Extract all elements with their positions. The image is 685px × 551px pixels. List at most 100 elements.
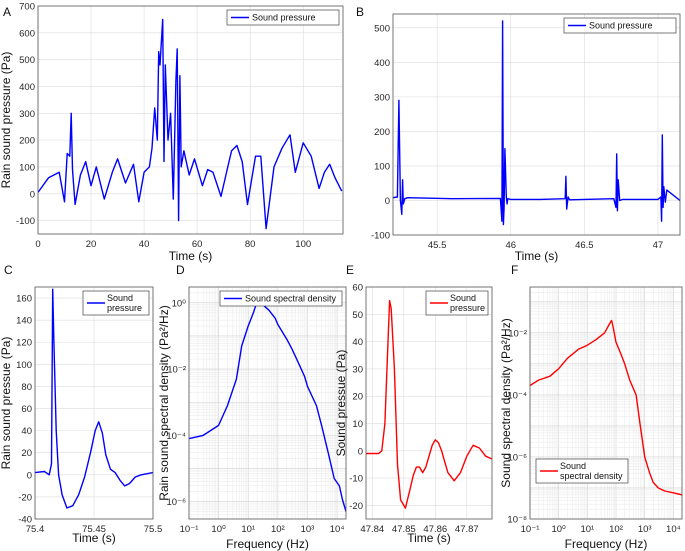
y-tick-label: 200 [374,127,390,138]
legend: Sound pressure [82,290,150,316]
x-tick-label: 75.45 [82,524,106,535]
x-tick-label: 10⁻¹ [521,524,540,535]
y-tick-label: 500 [374,23,390,34]
y-tick-label: 0 [27,470,32,481]
axes-frame [37,5,344,235]
x-tick-label: 47.84 [360,524,384,535]
x-tick-label: 46.5 [575,240,594,251]
grid [529,287,683,520]
x-tick-label: 0 [35,239,40,250]
axes-frame [529,286,683,520]
y-axis-label: Rain sound spectral density (Pa²/Hz) [157,305,171,500]
panel-label: C [4,263,13,277]
y-tick-label: 60 [352,283,363,294]
x-tick-label: 75.5 [144,524,163,535]
x-axis-label: Time (s) [169,249,213,263]
y-tick-label: -20 [18,492,32,503]
y-tick-label: 10 [352,419,363,430]
x-tick-label: 60 [192,239,203,250]
y-axis-label: Sound pressue (Pa) [334,350,348,457]
panel-label: A [3,5,11,19]
series-line [530,319,682,496]
series-line [38,18,343,230]
y-tick-label: 30 [352,364,363,375]
y-tick-label: 10⁻⁸ [507,515,527,526]
x-tick-label: 47.85 [392,524,416,535]
x-tick-label: 47.87 [455,524,479,535]
x-tick-label: 47.86 [423,524,447,535]
panel-label: F [511,263,518,277]
series-line [189,300,346,512]
x-tick-label: 75.4 [26,524,45,535]
legend: Sound spectral density [535,458,629,484]
legend-label: Sound pressure [450,293,485,313]
legend: Sound pressure [563,17,677,34]
x-axis-label: Time (s) [72,531,116,545]
panel-a: 0 20 40 60 80 100 -100 0 100 200 300 400 500 600 700 Ti… [0,2,344,263]
grid [37,5,343,234]
y-tick-label: 10⁻⁴ [507,390,527,401]
x-tick-label: 10⁻¹ [180,524,199,535]
legend-label: Sound pressure [107,293,142,313]
x-tick-label: 10⁴ [330,524,345,535]
x-tick-label: 10⁰ [551,524,566,535]
x-tick-label: 10³ [638,524,652,535]
x-tick-label: 47 [653,240,664,251]
y-tick-label: -100 [371,231,390,242]
legend: Sound pressure [226,9,340,26]
y-tick-label: -100 [16,216,35,227]
y-tick-label: 100 [19,162,35,173]
y-axis-label: Rain sound pressure (Pa) [0,52,13,189]
x-tick-label: 10¹ [580,524,594,535]
x-tick-label: 10⁰ [211,524,226,535]
legend-label: Sound pressure [252,13,316,23]
y-tick-label: 100 [16,360,32,371]
panel-label: E [346,263,354,277]
y-tick-label: 10⁻² [167,365,186,376]
x-tick-label: 46 [505,240,516,251]
x-tick-label: 40 [139,239,150,250]
series-line [35,288,153,509]
y-tick-label: 20 [352,392,363,403]
y-tick-label: 80 [21,382,32,393]
panel-c: 75.4 75.45 75.5 -40 -20 0 20 40 60 80 100 120 140 160… [0,263,162,545]
y-tick-label: 10⁰ [172,298,187,309]
axes-frame [365,286,493,520]
panel-e: 47.84 47.85 47.86 47.87 -20 -10 0 10 20 30 40 50 60 T… [334,263,493,545]
x-tick-label: 80 [245,239,256,250]
axes-frame [188,286,347,520]
y-tick-label: 50 [352,310,363,321]
y-tick-label: 700 [19,2,35,13]
y-tick-label: 0 [358,446,363,457]
y-tick-label: 200 [19,136,35,147]
y-tick-label: 40 [21,426,32,437]
x-tick-label: 20 [86,239,97,250]
legend-label: Sound spectral density [560,461,623,481]
y-tick-label: -40 [18,515,32,526]
x-tick-label: 10² [609,524,623,535]
y-tick-label: 10⁻⁴ [166,431,186,442]
legend: Sound spectral density [219,290,343,307]
x-tick-label: 45.5 [428,240,447,251]
axes-frame [392,13,681,236]
x-tick-label: 10² [271,524,285,535]
y-tick-label: 20 [21,448,32,459]
panel-d: 10⁻¹ 10⁰ 10¹ 10² 10³ 10⁴10⁻⁶10⁻⁴10⁻²10⁰Freque… [157,263,347,551]
grid [188,286,347,520]
y-tick-label: 500 [19,55,35,66]
y-axis-label: Rain sound pressue (Pa) [0,337,13,470]
y-tick-label: 160 [16,294,32,305]
y-tick-label: 400 [374,58,390,69]
x-axis-label: Time (s) [515,249,559,263]
y-tick-label: 100 [374,161,390,172]
x-axis-label: Frequency (Hz) [226,537,309,551]
x-axis-label: Frequency (Hz) [565,537,648,551]
y-tick-label: 140 [16,316,32,327]
axes-frame [34,286,154,520]
panel-label: D [176,263,185,277]
legend: Sound pressure [425,290,489,316]
panel-label: B [356,5,364,19]
series-line [366,299,492,509]
y-tick-label: 300 [374,92,390,103]
y-tick-label: 40 [352,337,363,348]
